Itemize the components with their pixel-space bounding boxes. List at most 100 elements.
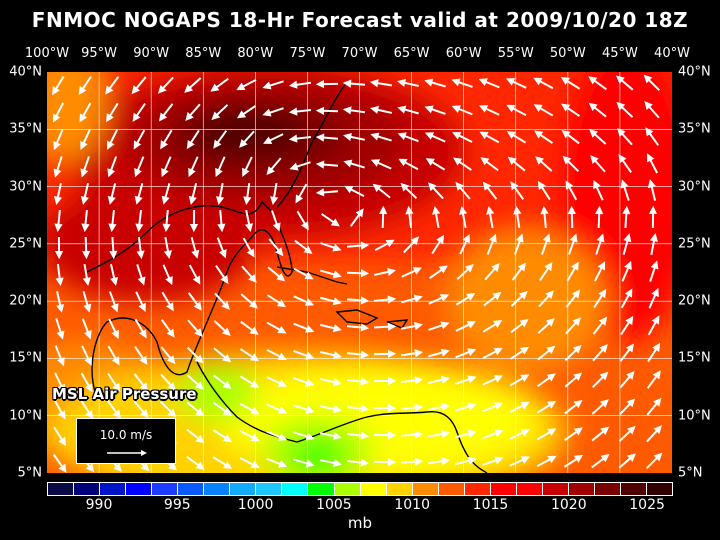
wind-arrow — [479, 131, 500, 144]
wind-arrow — [536, 428, 557, 441]
latitude-label: 5°N — [678, 465, 703, 481]
wind-arrow — [239, 429, 260, 442]
colorbar-label: 1025 — [629, 497, 665, 513]
wind-arrow — [478, 78, 500, 89]
reference-arrow-icon — [107, 450, 147, 456]
wind-arrow — [564, 372, 583, 388]
wind-arrow — [621, 260, 632, 282]
wind-arrow — [188, 264, 201, 285]
colorbar-swatch — [464, 483, 491, 495]
wind-arrow — [455, 375, 477, 385]
wind-arrow — [588, 76, 607, 91]
wind-arrow — [53, 182, 62, 205]
colorbar-swatch — [48, 483, 75, 495]
wind-arrow — [343, 159, 365, 169]
wind-arrow — [343, 132, 366, 142]
wind-arrow — [266, 157, 282, 176]
wind-arrow — [107, 183, 117, 205]
wind-arrow — [80, 183, 89, 205]
wind-arrow — [184, 77, 202, 93]
wind-arrow — [240, 293, 258, 309]
wind-arrow — [405, 205, 414, 229]
wind-arrow — [293, 431, 315, 441]
wind-arrow — [293, 295, 315, 306]
wind-arrow — [107, 129, 118, 150]
wind-arrow — [513, 205, 522, 229]
wind-arrow — [106, 400, 121, 419]
wind-arrow — [346, 404, 370, 413]
wind-arrow — [56, 291, 65, 313]
wind-arrow — [344, 185, 365, 198]
wind-arrow — [342, 79, 366, 88]
colorbar-swatch — [256, 483, 283, 495]
wind-arrow — [511, 262, 527, 281]
wind-arrow — [161, 291, 174, 312]
wind-arrow — [160, 346, 176, 365]
latitude-label: 35°N — [9, 121, 42, 137]
wind-arrow — [533, 104, 554, 117]
colorbar-label: 990 — [85, 497, 113, 513]
wind-arrow — [266, 349, 287, 361]
wind-arrow — [480, 157, 499, 172]
wind-arrow — [320, 242, 342, 252]
colorbar-swatch — [621, 483, 648, 495]
wind-arrow — [452, 132, 473, 143]
wind-arrow — [108, 318, 119, 339]
wind-arrow — [293, 349, 315, 360]
longitude-label: 95°W — [81, 46, 118, 61]
wind-arrow — [53, 399, 66, 420]
wind-arrow — [55, 263, 64, 287]
wind-arrow — [535, 156, 553, 172]
wind-arrow — [373, 403, 397, 413]
wind-arrow — [398, 158, 419, 171]
wind-arrow — [620, 315, 634, 336]
wind-arrow — [401, 267, 423, 278]
colorbar-swatch — [74, 483, 101, 495]
wind-arrow — [105, 76, 120, 95]
wind-arrow — [81, 318, 92, 340]
wind-arrow — [80, 372, 93, 393]
colorbar-label: 1005 — [316, 497, 352, 513]
wind-arrow — [107, 372, 121, 393]
wind-arrow — [242, 237, 255, 258]
longitude-label: 70°W — [341, 46, 378, 61]
wind-arrow — [217, 209, 226, 233]
wind-arrow — [80, 156, 90, 178]
wind-arrow — [564, 427, 583, 441]
colorbar-swatch — [152, 483, 179, 495]
wind-arrow — [401, 294, 423, 304]
wind-arrow — [214, 292, 230, 310]
wind-arrow — [293, 458, 315, 468]
wind-arrow — [455, 429, 477, 439]
wind-arrow — [428, 375, 450, 385]
wind-arrow — [160, 319, 175, 338]
wind-arrow — [295, 183, 308, 204]
wind-arrow — [645, 127, 660, 146]
wind-arrow — [241, 265, 257, 283]
wind-arrow — [509, 456, 531, 467]
wind-arrow — [266, 403, 288, 414]
wind-arrow — [294, 239, 313, 255]
wind-arrow — [403, 236, 420, 254]
wind-arrow — [262, 107, 284, 117]
wind-arrow — [315, 106, 339, 115]
wind-arrow — [161, 183, 171, 205]
wind-arrow — [400, 457, 424, 466]
wind-arrow — [427, 182, 444, 200]
colorbar-swatch — [542, 483, 569, 495]
wind-arrow — [162, 209, 171, 233]
wind-arrow — [242, 156, 253, 177]
wind-arrow — [622, 205, 631, 229]
wind-arrow — [534, 130, 554, 144]
colorbar-swatch — [334, 483, 361, 495]
wind-arrow — [400, 182, 418, 199]
wind-arrow — [482, 181, 498, 200]
wind-arrow — [263, 133, 284, 144]
wind-arrow — [188, 183, 198, 205]
wind-arrow — [561, 129, 580, 145]
wind-arrow — [564, 344, 582, 361]
wind-arrow — [478, 105, 500, 116]
wind-arrow — [239, 375, 260, 388]
wind-arrow — [615, 75, 634, 91]
wind-arrow — [135, 291, 146, 312]
